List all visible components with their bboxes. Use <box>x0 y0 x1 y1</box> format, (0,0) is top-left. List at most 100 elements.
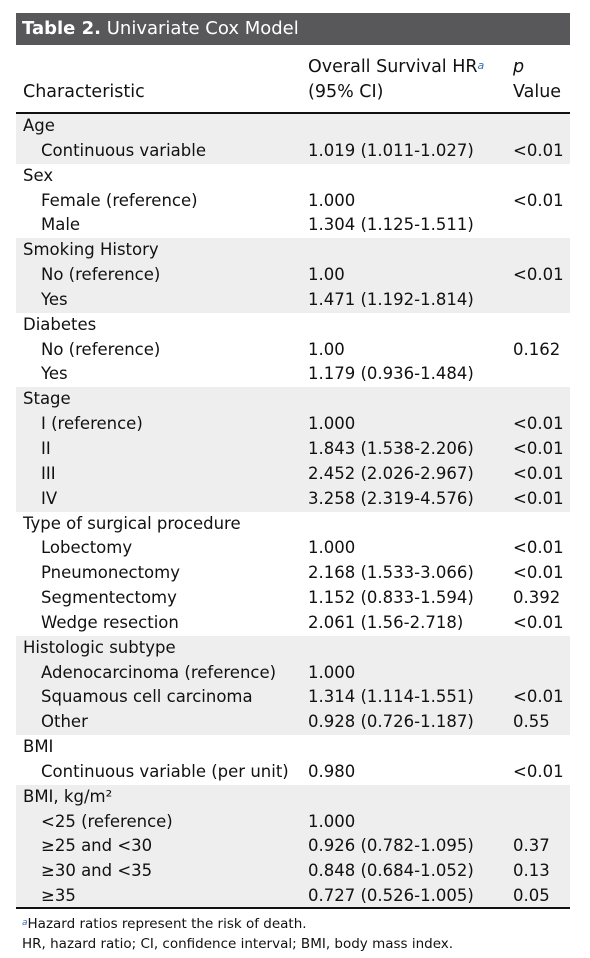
row-p-value: <0.01 <box>513 140 564 160</box>
row-hazard-ratio: 0.926 (0.782-1.095) <box>308 836 474 856</box>
group-label: Age <box>23 116 55 135</box>
group-label: Diabetes <box>23 314 97 334</box>
row-characteristic: Wedge resection <box>41 612 179 632</box>
row-hazard-ratio: 2.452 (2.026-2.967) <box>308 463 474 483</box>
table-row: Female (reference) 1.000 <0.01 <box>16 189 570 214</box>
header-hr-line1: Overall Survival HR <box>308 57 478 77</box>
table-row: ≥30 and <35 0.848 (0.684-1.052) 0.13 <box>16 859 570 884</box>
table-row: Yes 1.179 (0.936-1.484) <box>16 362 570 387</box>
table-title: Table 2. Univariate Cox Model <box>16 13 570 45</box>
row-p-value: <0.01 <box>513 538 564 558</box>
row-p-value: <0.01 <box>513 463 564 483</box>
row-hazard-ratio: 2.061 (1.56-2.718) <box>308 612 464 632</box>
header-overall-survival: Overall Survival HRa (95% CI) <box>308 55 484 105</box>
row-group: Sex Female (reference) 1.000 <0.01 Male 1.304… <box>16 164 570 239</box>
row-hazard-ratio: 1.304 (1.125-1.511) <box>308 215 474 235</box>
row-group: Histologic subtype Adenocarcinoma (refere… <box>16 635 570 736</box>
row-hazard-ratio: 1.314 (1.114-1.551) <box>308 687 474 707</box>
row-characteristic: IV <box>41 488 58 508</box>
row-characteristic: Male <box>41 215 81 235</box>
row-p-value: <0.01 <box>513 414 564 434</box>
row-group: Stage I (reference) 1.000 <0.01 II 1.843 (1.5… <box>16 387 570 512</box>
row-hazard-ratio: 0.727 (0.526-1.005) <box>308 886 474 906</box>
row-p-value: 0.392 <box>513 588 561 608</box>
group-header-row: Age <box>16 114 570 139</box>
table-row: Squamous cell carcinoma 1.314 (1.114-1.55… <box>16 685 570 710</box>
table-row: I (reference) 1.000 <0.01 <box>16 412 570 437</box>
table-row: Other 0.928 (0.726-1.187) 0.55 <box>16 710 570 735</box>
footnote-a: aHazard ratios represent the risk of dea… <box>22 914 453 934</box>
row-hazard-ratio: 3.258 (2.319-4.576) <box>308 488 474 508</box>
row-hazard-ratio: 1.00 <box>308 265 345 285</box>
row-hazard-ratio: 1.00 <box>308 339 345 359</box>
row-characteristic: Lobectomy <box>41 538 133 558</box>
row-hazard-ratio: 1.000 <box>308 414 356 434</box>
group-label: Histologic subtype <box>23 637 176 657</box>
table-footnotes: aHazard ratios represent the risk of dea… <box>22 914 453 954</box>
row-hazard-ratio: 1.000 <box>308 190 356 210</box>
header-hr-line2: (95% CI) <box>308 82 384 102</box>
group-header-row: Type of surgical procedure <box>16 512 570 537</box>
row-hazard-ratio: 0.848 (0.684-1.052) <box>308 861 474 881</box>
row-p-value: <0.01 <box>513 761 564 781</box>
table-row: Lobectomy 1.000 <0.01 <box>16 536 570 561</box>
row-characteristic: ≥35 <box>41 886 76 906</box>
group-header-row: Smoking History <box>16 238 570 263</box>
group-label: Stage <box>23 389 71 409</box>
table-row: II 1.843 (1.538-2.206) <0.01 <box>16 437 570 462</box>
row-hazard-ratio: 1.471 (1.192-1.814) <box>308 289 474 309</box>
table-row: ≥35 0.727 (0.526-1.005) 0.05 <box>16 884 570 909</box>
row-characteristic: III <box>41 463 56 483</box>
table-row: Adenocarcinoma (reference) 1.000 <box>16 661 570 686</box>
table-row: III 2.452 (2.026-2.967) <0.01 <box>16 462 570 487</box>
table-row: Yes 1.471 (1.192-1.814) <box>16 288 570 313</box>
table-row: IV 3.258 (2.319-4.576) <0.01 <box>16 487 570 512</box>
table-row: Male 1.304 (1.125-1.511) <box>16 213 570 238</box>
row-characteristic: II <box>41 438 51 458</box>
row-characteristic: Yes <box>41 364 68 384</box>
table-body: Age Continuous variable 1.019 (1.011-1.027… <box>16 114 570 909</box>
row-p-value: 0.162 <box>513 339 561 359</box>
row-hazard-ratio: 1.000 <box>308 662 356 682</box>
group-header-row: Sex <box>16 164 570 189</box>
header-hr-footnote-marker: a <box>477 59 485 72</box>
row-p-value: 0.37 <box>513 836 550 856</box>
row-characteristic: Continuous variable <box>41 140 206 160</box>
row-hazard-ratio: 1.000 <box>308 811 356 831</box>
table-row: ≥25 and <30 0.926 (0.782-1.095) 0.37 <box>16 834 570 859</box>
table-row: Wedge resection 2.061 (1.56-2.718) <0.01 <box>16 611 570 636</box>
group-header-row: BMI <box>16 735 570 760</box>
table-row: <25 (reference) 1.000 <box>16 810 570 835</box>
row-characteristic: Pneumonectomy <box>41 563 180 583</box>
row-hazard-ratio: 1.019 (1.011-1.027) <box>308 140 474 160</box>
table-row: Segmentectomy 1.152 (0.833-1.594) 0.392 <box>16 586 570 611</box>
table-row: Continuous variable 1.019 (1.011-1.027) <0… <box>16 139 570 164</box>
footnote-abbreviations: HR, hazard ratio; CI, confidence interva… <box>22 936 454 952</box>
row-p-value: <0.01 <box>513 612 564 632</box>
group-header-row: Diabetes <box>16 313 570 338</box>
row-hazard-ratio: 1.843 (1.538-2.206) <box>308 438 474 458</box>
row-characteristic: ≥25 and <30 <box>41 836 153 856</box>
row-characteristic: Other <box>41 712 88 732</box>
row-p-value: <0.01 <box>513 687 564 707</box>
row-characteristic: ≥30 and <35 <box>41 861 153 881</box>
table-row: Continuous variable (per unit) 0.980 <0.01 <box>16 760 570 785</box>
header-rule <box>16 112 570 114</box>
row-hazard-ratio: 0.928 (0.726-1.187) <box>308 712 474 732</box>
row-hazard-ratio: 1.152 (0.833-1.594) <box>308 588 474 608</box>
group-label: BMI, kg/m² <box>23 786 113 806</box>
row-group: Age Continuous variable 1.019 (1.011-1.027… <box>16 114 570 164</box>
row-hazard-ratio: 2.168 (1.533-3.066) <box>308 563 474 583</box>
row-p-value: 0.55 <box>513 712 550 732</box>
table-header: Characteristic Overall Survival HRa (95%… <box>16 46 570 112</box>
group-label: BMI <box>23 737 54 757</box>
bottom-rule <box>16 907 570 909</box>
table-number: Table 2. <box>22 18 101 39</box>
row-group: BMI, kg/m² <25 (reference) 1.000 ≥25 and <3… <box>16 784 570 909</box>
header-characteristic: Characteristic <box>23 82 145 102</box>
row-group: BMI Continuous variable (per unit) 0.980 <0… <box>16 735 570 785</box>
header-p-line1: p <box>513 57 525 77</box>
row-p-value: <0.01 <box>513 488 564 508</box>
row-group: Smoking History No (reference) 1.00 <0.01 Ye… <box>16 238 570 313</box>
